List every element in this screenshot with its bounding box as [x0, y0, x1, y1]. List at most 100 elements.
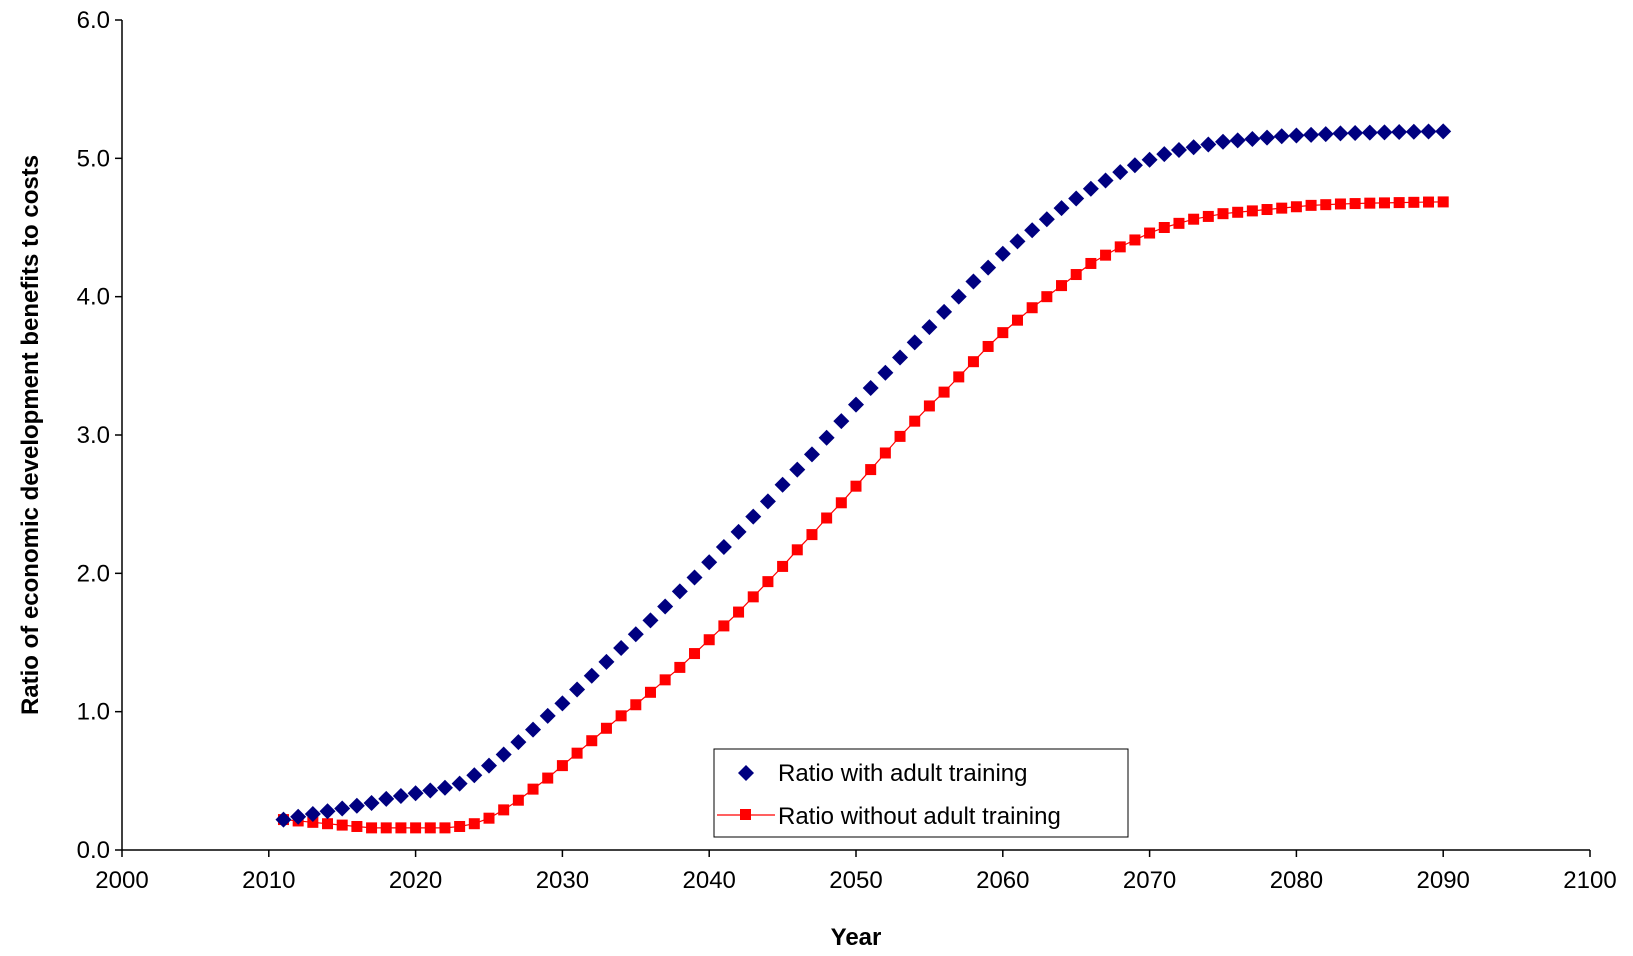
data-point-diamond — [862, 379, 879, 396]
data-point-diamond — [525, 721, 542, 738]
data-point-square — [1129, 234, 1141, 246]
y-tick-label: 0.0 — [77, 837, 110, 864]
data-point-square — [586, 735, 598, 747]
x-ticks: 2000 2010 2020 2030 2040 2050 2060 2070 2080 2090… — [95, 850, 1617, 894]
data-point-square — [1056, 280, 1068, 292]
data-point-diamond — [1024, 222, 1041, 239]
data-point-diamond — [275, 811, 292, 828]
legend-marker-square — [740, 809, 751, 820]
x-tick-label: 2010 — [242, 867, 295, 894]
x-tick-label: 2020 — [389, 867, 442, 894]
data-point-square — [556, 760, 568, 772]
data-point-diamond — [715, 539, 732, 556]
data-point-square — [1408, 196, 1420, 208]
data-point-square — [1100, 249, 1112, 261]
data-point-diamond — [1435, 123, 1452, 140]
data-point-diamond — [598, 653, 615, 670]
data-point-diamond — [569, 681, 586, 698]
data-point-square — [1349, 198, 1361, 210]
data-point-diamond — [1185, 139, 1202, 156]
data-point-square — [967, 356, 979, 368]
data-point-diamond — [1097, 172, 1114, 189]
x-tick-label: 2090 — [1417, 867, 1470, 894]
data-point-diamond — [1361, 124, 1378, 141]
data-point-square — [733, 606, 745, 618]
data-point-diamond — [554, 695, 571, 712]
data-point-diamond — [1068, 190, 1085, 207]
data-point-square — [835, 497, 847, 509]
series-without-adult-training — [277, 196, 1449, 834]
data-point-square — [894, 430, 906, 442]
data-point-diamond — [906, 334, 923, 351]
data-point-square — [630, 699, 642, 711]
data-point-diamond — [583, 667, 600, 684]
data-point-square — [1202, 210, 1214, 222]
data-point-diamond — [466, 767, 483, 784]
data-point-diamond — [818, 429, 835, 446]
data-point-diamond — [627, 626, 644, 643]
data-point-square — [689, 648, 701, 660]
data-point-diamond — [657, 598, 674, 615]
data-point-diamond — [392, 788, 409, 805]
legend-box — [713, 748, 1129, 838]
data-point-square — [865, 464, 877, 476]
data-point-square — [909, 415, 921, 427]
data-point-square — [777, 560, 789, 572]
data-point-square — [821, 512, 833, 524]
y-tick-label: 1.0 — [77, 699, 110, 726]
data-point-square — [703, 634, 715, 646]
data-point-square — [1041, 291, 1053, 303]
data-point-square — [806, 529, 818, 541]
data-point-square — [1423, 196, 1435, 208]
data-point-square — [410, 822, 422, 834]
data-point-square — [424, 822, 436, 834]
data-point-diamond — [1332, 125, 1349, 142]
data-point-diamond — [921, 319, 938, 336]
x-tick-label: 2060 — [976, 867, 1029, 894]
y-axis-title: Ratio of economic development benefits t… — [17, 155, 44, 715]
data-point-diamond — [1141, 151, 1158, 168]
x-axis-title: Year — [831, 924, 882, 951]
data-point-diamond — [348, 797, 365, 814]
legend-item-with-adult-training: Ratio with adult training — [738, 760, 1027, 787]
data-point-diamond — [686, 569, 703, 586]
data-point-square — [1437, 196, 1449, 208]
data-point-square — [1217, 208, 1229, 220]
data-point-diamond — [730, 523, 747, 540]
data-point-diamond — [422, 782, 439, 799]
data-point-square — [1261, 204, 1273, 216]
data-point-diamond — [1038, 211, 1055, 228]
data-point-diamond — [671, 583, 688, 600]
data-point-square — [454, 820, 466, 832]
data-point-square — [498, 804, 510, 816]
data-point-diamond — [1126, 157, 1143, 174]
data-point-square — [1144, 227, 1156, 239]
data-point-diamond — [1303, 126, 1320, 143]
data-point-square — [1011, 314, 1023, 326]
data-point-diamond — [701, 554, 718, 571]
data-point-square — [1378, 197, 1390, 209]
data-point-square — [336, 819, 348, 831]
y-tick-label: 6.0 — [77, 7, 110, 34]
data-point-diamond — [334, 800, 351, 817]
data-point-square — [1085, 257, 1097, 269]
data-point-square — [1173, 217, 1185, 229]
data-point-square — [1334, 198, 1346, 210]
data-point-square — [483, 812, 495, 824]
legend-label-with-adult-training: Ratio with adult training — [778, 760, 1027, 787]
data-point-diamond — [994, 245, 1011, 262]
data-point-diamond — [451, 775, 468, 792]
data-point-square — [1070, 269, 1082, 281]
data-point-diamond — [1420, 123, 1437, 140]
data-point-diamond — [304, 806, 321, 823]
data-point-square — [1026, 302, 1038, 314]
data-point-diamond — [833, 413, 850, 430]
x-tick-label: 2100 — [1563, 867, 1616, 894]
data-point-diamond — [1112, 164, 1129, 181]
data-point-square — [1364, 197, 1376, 209]
data-point-square — [953, 371, 965, 383]
data-point-square — [1158, 222, 1170, 233]
data-point-square — [923, 400, 935, 412]
data-point-diamond — [848, 396, 864, 413]
